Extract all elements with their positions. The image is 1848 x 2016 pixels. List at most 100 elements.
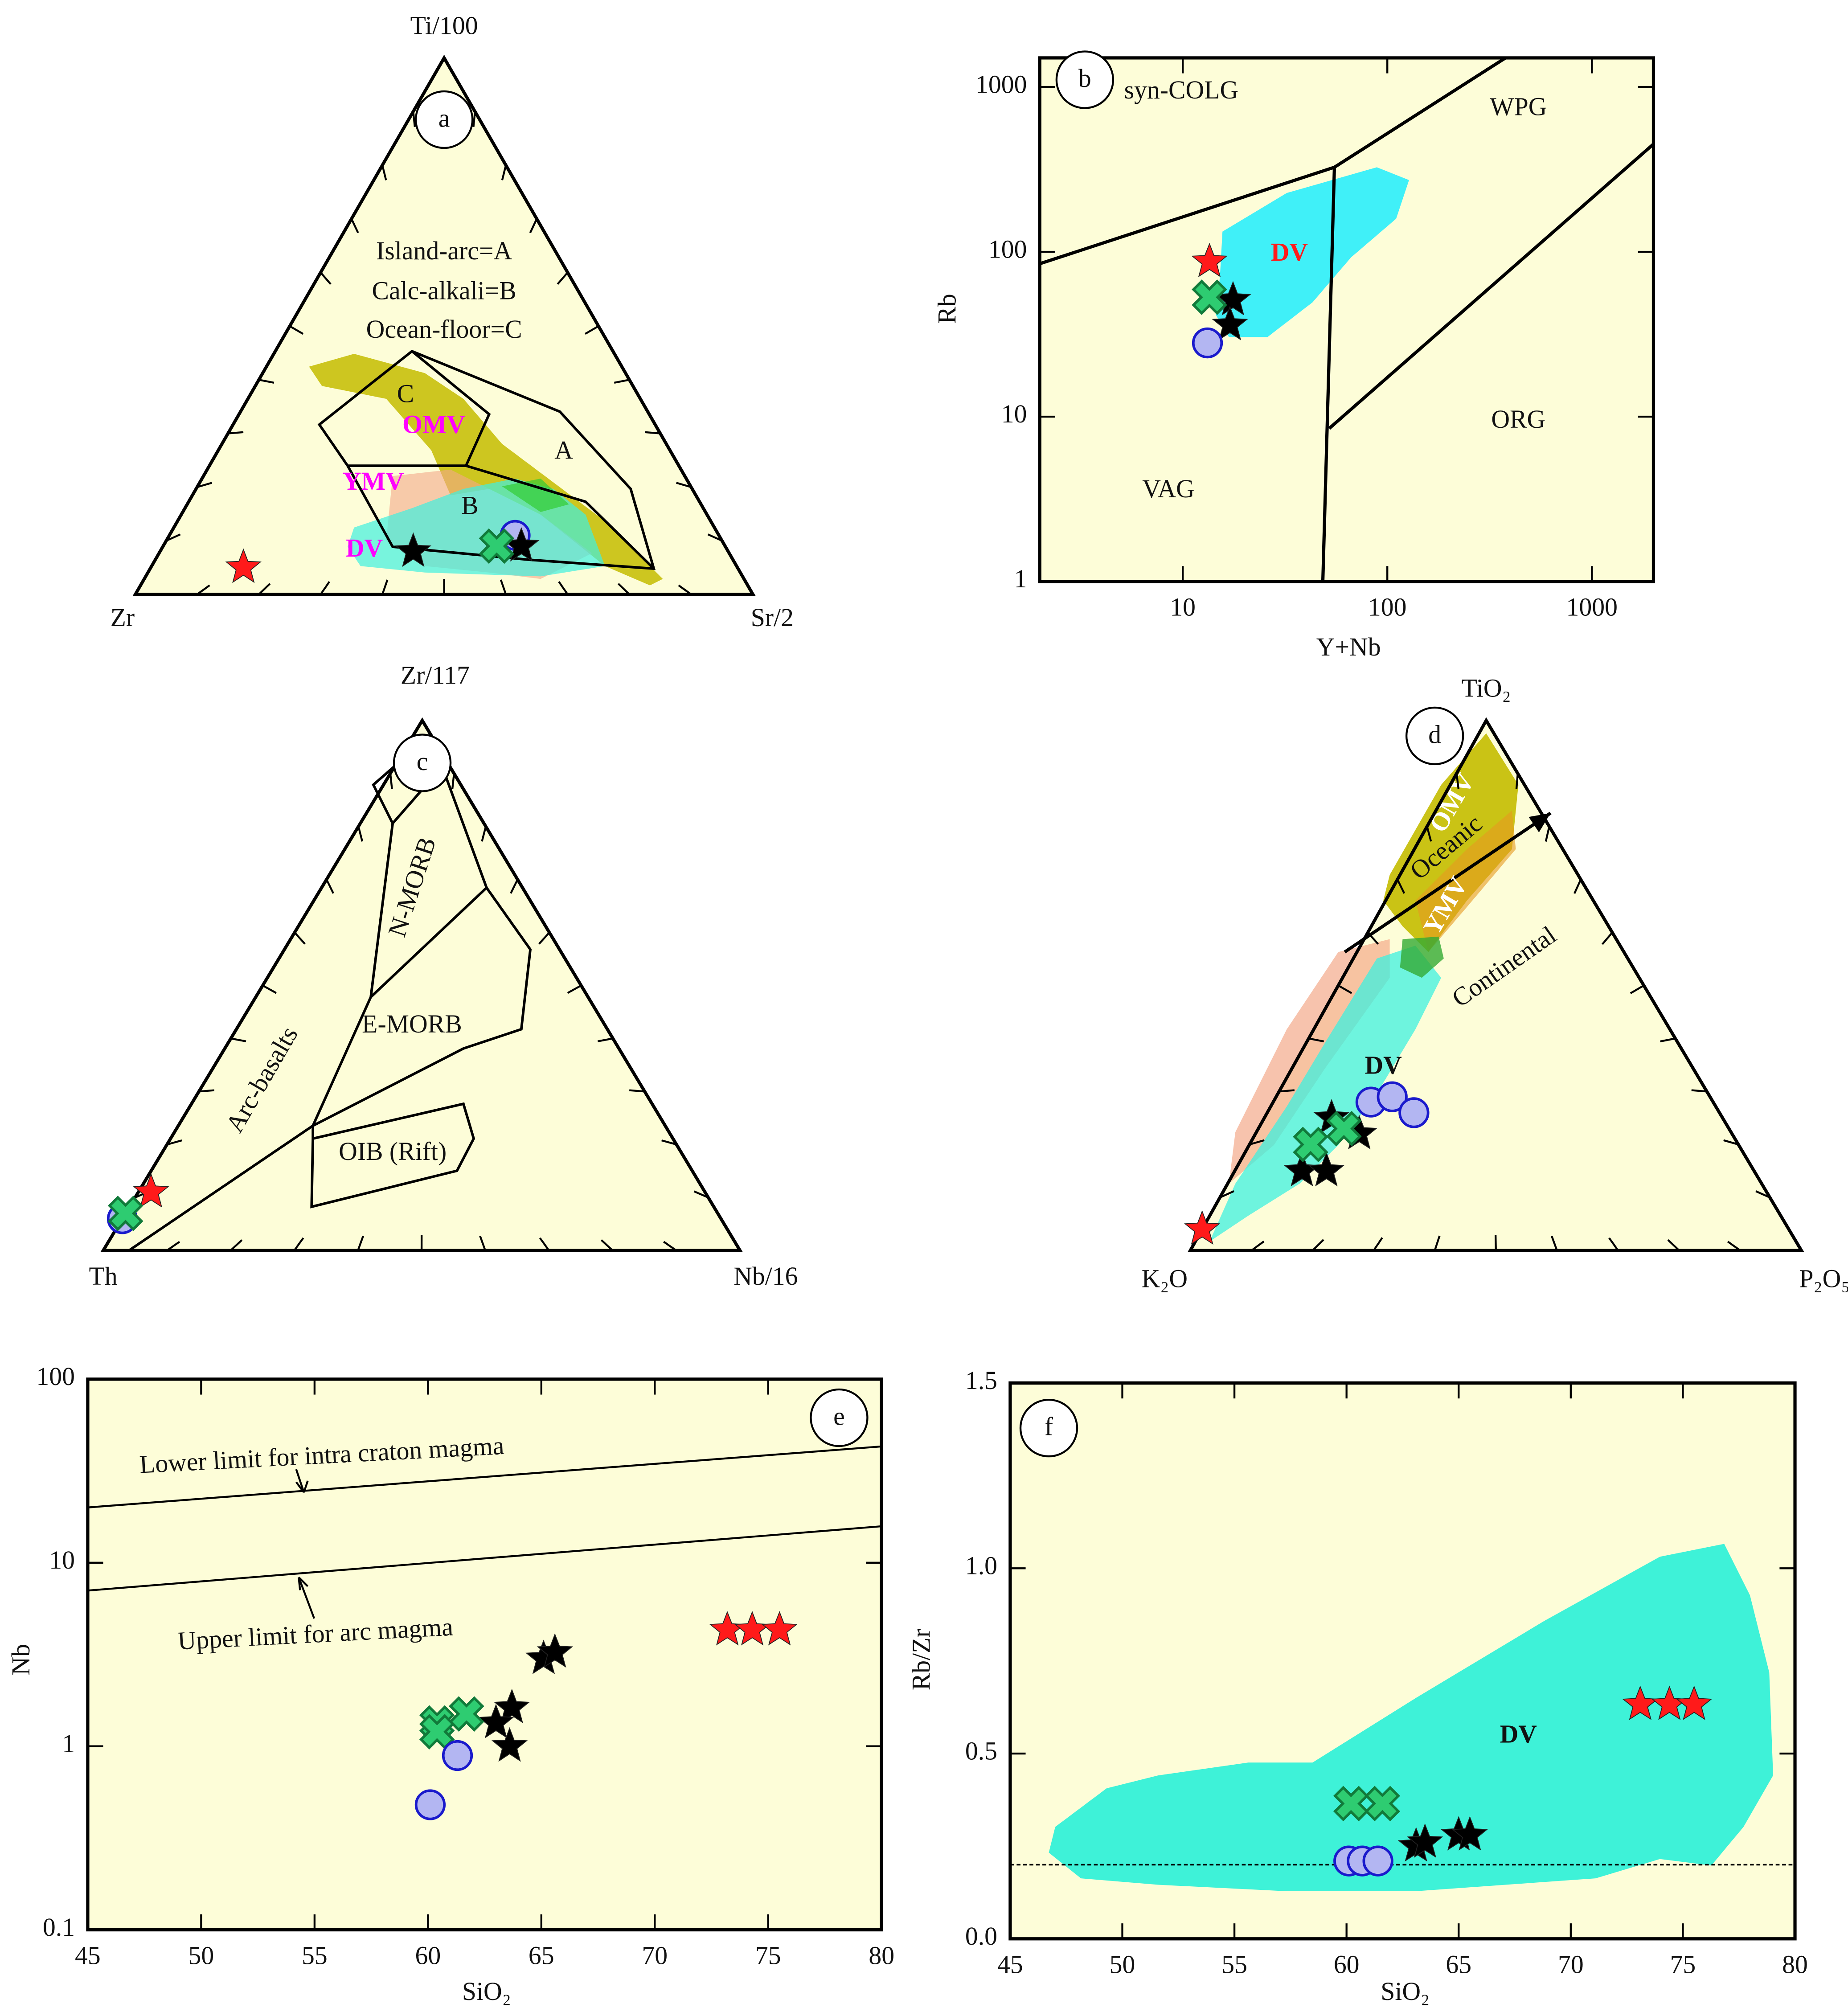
x-tick-label: 65 [1446, 1951, 1471, 1979]
y-tick-label: 100 [988, 235, 1027, 263]
star-marker [1212, 306, 1248, 340]
tick-mark [228, 431, 244, 434]
tick-mark [1311, 1239, 1324, 1251]
annotation: B [461, 492, 479, 520]
star-marker [395, 532, 432, 567]
plot-background [87, 1379, 882, 1930]
tick-mark [258, 379, 275, 384]
tick-mark [389, 773, 393, 789]
vertex-label: Th [89, 1262, 117, 1291]
tick-mark [557, 272, 569, 285]
vertex-label: Zr/117 [401, 662, 470, 690]
y-tick-label: 10 [1001, 400, 1027, 428]
annotation: Calc-alkali=B [372, 277, 516, 305]
vertex-label: Sr/2 [751, 604, 794, 632]
tick-mark [320, 272, 332, 285]
x-tick-label: 55 [302, 1942, 328, 1970]
x-tick-label: 55 [1221, 1951, 1247, 1979]
tick-mark [629, 1089, 645, 1093]
tick-mark [1630, 984, 1644, 994]
cross-marker [1333, 1786, 1369, 1822]
star-marker [1451, 1816, 1488, 1851]
tick-mark [262, 984, 277, 994]
field-dv [1209, 945, 1442, 1242]
annotation: OMV [402, 411, 465, 439]
annotation: DV [1271, 238, 1308, 266]
tick-mark [1667, 1239, 1680, 1251]
cross-marker [419, 1714, 455, 1750]
field-boundary [317, 349, 656, 570]
arrow-line [1344, 811, 1552, 954]
star-marker [1308, 1151, 1345, 1187]
star-marker [133, 1173, 169, 1208]
star-marker [491, 1727, 528, 1762]
x-tick-label: 75 [1670, 1951, 1696, 1979]
circle-marker [414, 1789, 446, 1820]
x-tick-label: 1000 [1566, 594, 1618, 622]
tick-mark [293, 1237, 304, 1251]
vertex-label: Ti/100 [410, 12, 478, 40]
field-ymv [1415, 810, 1516, 952]
x-tick-label: 45 [997, 1951, 1023, 1979]
tick-mark [1723, 1139, 1739, 1146]
tick-mark [1279, 1089, 1295, 1093]
tick-mark [479, 1235, 487, 1251]
tick-mark [614, 379, 630, 384]
tick-mark [1426, 826, 1432, 842]
field-overlap [1400, 936, 1444, 978]
field-dv [1216, 167, 1409, 337]
vertex-label: K₂O [1142, 1265, 1188, 1293]
star-marker [1407, 1823, 1443, 1858]
panel-label-circle [414, 90, 474, 149]
x-tick-label: 10 [1170, 594, 1196, 622]
annotation: Island-arc=A [376, 237, 512, 265]
tick-mark [1727, 1241, 1741, 1251]
x-tick-label: 45 [75, 1942, 101, 1970]
tick-mark [600, 1239, 614, 1251]
annotation: Ocean-floor=C [366, 316, 522, 344]
tick-mark [1755, 1190, 1770, 1199]
tick-mark [510, 879, 519, 894]
tick-mark [1660, 1037, 1676, 1043]
tick-mark [1573, 879, 1582, 894]
annotation: WPG [1490, 93, 1547, 121]
x-tick-label: 50 [188, 1942, 214, 1970]
vertex-label: TiO₂ [1462, 675, 1511, 703]
field-boundary [1039, 56, 1655, 582]
tick-mark [197, 584, 210, 595]
panel-label: d [1428, 721, 1441, 749]
y-tick-label: 1 [62, 1730, 75, 1758]
vertex-label: Nb/16 [733, 1262, 798, 1291]
annotation: syn-COLG [1124, 76, 1239, 104]
tick-mark [1551, 1235, 1558, 1251]
panel-label-circle [1019, 1398, 1078, 1458]
star-marker [1184, 1210, 1221, 1245]
y-tick-label: 1000 [975, 70, 1027, 98]
cross-marker [1192, 279, 1227, 315]
annotation: DV [346, 534, 383, 562]
tick-mark [472, 111, 476, 127]
tick-mark [1691, 1089, 1707, 1093]
panel-label: b [1078, 65, 1091, 93]
tick-mark [1515, 773, 1519, 789]
plot-background [135, 57, 753, 594]
tick-mark [529, 218, 538, 234]
cross-marker [1364, 1786, 1401, 1822]
star-marker [225, 548, 262, 583]
pointer-arrow [298, 1576, 316, 1619]
star-marker [493, 1688, 530, 1724]
tick-mark [1396, 879, 1405, 894]
circle-marker [1398, 1097, 1430, 1128]
plot-background [103, 720, 740, 1251]
panel-label: e [833, 1403, 845, 1431]
tick-mark [229, 1239, 243, 1251]
annotation: VAG [1142, 475, 1195, 503]
x-tick-label: 80 [1782, 1951, 1808, 1979]
y-tick-label: 1 [1014, 565, 1027, 593]
y-tick-label: 0.0 [965, 1922, 997, 1950]
vertex-label: P₂O₅ [1799, 1265, 1848, 1293]
x-tick-label: 80 [869, 1942, 894, 1970]
y-tick-label: 0.1 [43, 1914, 75, 1942]
annotation: DV [1500, 1721, 1537, 1749]
tick-mark [693, 1190, 709, 1199]
